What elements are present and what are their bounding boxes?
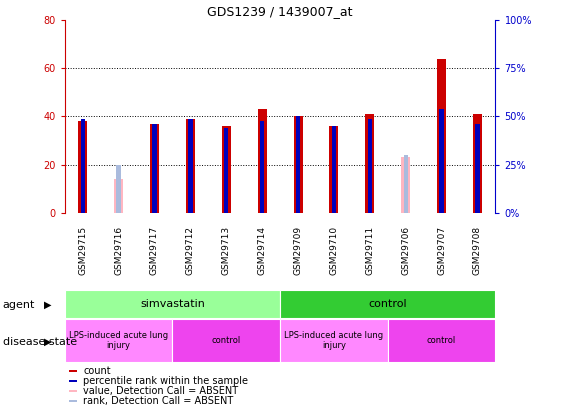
- Text: disease state: disease state: [3, 337, 77, 347]
- Text: GSM29714: GSM29714: [258, 226, 267, 275]
- Bar: [473, 114, 482, 213]
- Bar: [78, 121, 87, 213]
- Text: rank, Detection Call = ABSENT: rank, Detection Call = ABSENT: [83, 396, 234, 405]
- Bar: [368, 119, 372, 213]
- Text: ▶: ▶: [44, 337, 52, 347]
- Text: control: control: [427, 336, 456, 345]
- Text: GSM29717: GSM29717: [150, 226, 159, 275]
- Bar: [69, 369, 77, 372]
- Bar: [81, 119, 85, 213]
- Bar: [280, 290, 495, 318]
- Bar: [296, 117, 300, 213]
- Text: LPS-induced acute lung
injury: LPS-induced acute lung injury: [284, 331, 383, 350]
- Text: GSM29707: GSM29707: [437, 226, 446, 275]
- Bar: [150, 124, 159, 213]
- Bar: [329, 126, 338, 213]
- Bar: [222, 126, 231, 213]
- Bar: [260, 121, 264, 213]
- Bar: [404, 155, 408, 213]
- Text: GSM29712: GSM29712: [186, 226, 195, 275]
- Bar: [188, 119, 193, 213]
- Bar: [332, 126, 336, 213]
- Text: GSM29713: GSM29713: [222, 226, 231, 275]
- Bar: [401, 157, 410, 213]
- Text: GSM29715: GSM29715: [78, 226, 87, 275]
- Bar: [117, 164, 120, 213]
- Bar: [69, 400, 77, 402]
- Bar: [437, 59, 446, 213]
- Bar: [280, 319, 388, 362]
- Bar: [365, 114, 374, 213]
- Bar: [65, 319, 172, 362]
- Text: agent: agent: [3, 300, 35, 309]
- Text: GSM29706: GSM29706: [401, 226, 410, 275]
- Text: ▶: ▶: [44, 300, 52, 309]
- Bar: [440, 109, 444, 213]
- Bar: [293, 117, 302, 213]
- Bar: [172, 319, 280, 362]
- Text: GSM29709: GSM29709: [293, 226, 302, 275]
- Text: control: control: [212, 336, 241, 345]
- Bar: [186, 119, 195, 213]
- Bar: [258, 109, 267, 213]
- Bar: [475, 124, 480, 213]
- Text: GSM29711: GSM29711: [365, 226, 374, 275]
- Text: count: count: [83, 366, 111, 376]
- Bar: [69, 390, 77, 392]
- Text: value, Detection Call = ABSENT: value, Detection Call = ABSENT: [83, 386, 238, 396]
- Text: LPS-induced acute lung
injury: LPS-induced acute lung injury: [69, 331, 168, 350]
- Bar: [114, 179, 123, 213]
- Text: percentile rank within the sample: percentile rank within the sample: [83, 376, 248, 386]
- Bar: [65, 290, 280, 318]
- Text: GSM29716: GSM29716: [114, 226, 123, 275]
- Text: simvastatin: simvastatin: [140, 299, 205, 309]
- Bar: [388, 319, 495, 362]
- Bar: [153, 124, 157, 213]
- Bar: [69, 380, 77, 382]
- Text: GSM29708: GSM29708: [473, 226, 482, 275]
- Title: GDS1239 / 1439007_at: GDS1239 / 1439007_at: [207, 5, 353, 18]
- Text: control: control: [368, 299, 407, 309]
- Bar: [224, 128, 229, 213]
- Text: GSM29710: GSM29710: [329, 226, 338, 275]
